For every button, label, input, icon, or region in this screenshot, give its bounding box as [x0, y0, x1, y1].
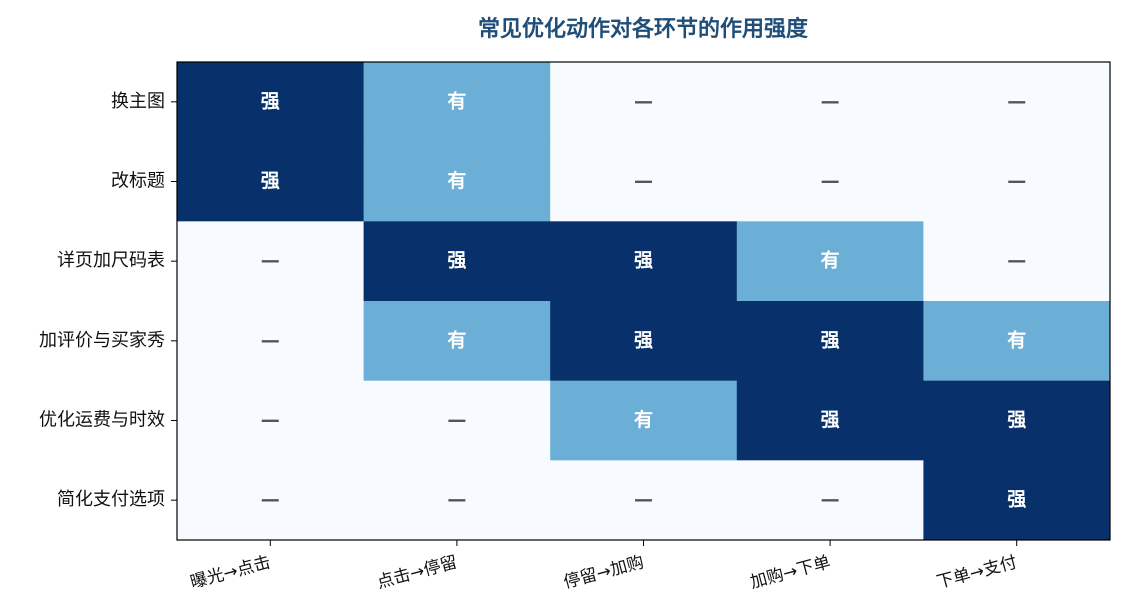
heatmap-cell: [923, 221, 1111, 302]
heatmap-cell: [177, 141, 365, 222]
cell-label: —: [821, 170, 840, 192]
cell-label: 强: [634, 329, 653, 351]
cell-label: 强: [1007, 409, 1026, 431]
cell-label: —: [821, 489, 840, 511]
cell-label: —: [447, 489, 466, 511]
heatmap-cell: [177, 380, 365, 461]
cell-label: —: [261, 489, 280, 511]
heatmap-cell: [177, 221, 365, 302]
cell-label: 强: [261, 170, 280, 192]
cell-label: 强: [1007, 489, 1026, 511]
heatmap-cell: [736, 460, 924, 541]
cell-label: 强: [821, 409, 840, 431]
cell-label: 强: [447, 250, 466, 272]
cell-label: 有: [447, 89, 466, 112]
y-tick-label: 简化支付选项: [57, 489, 165, 510]
cell-label: 有: [821, 249, 840, 272]
cell-label: 有: [1007, 328, 1026, 351]
heatmap-cell: [177, 460, 365, 541]
heatmap-cell: [363, 301, 551, 382]
cell-label: —: [634, 489, 653, 511]
cell-label: —: [261, 250, 280, 272]
heatmap-cell: [550, 301, 738, 382]
cell-label: 有: [447, 328, 466, 351]
heatmap-cell: [363, 380, 551, 461]
heatmap-cell: [923, 380, 1111, 461]
cell-label: —: [634, 170, 653, 192]
cell-label: —: [821, 90, 840, 112]
y-tick-label: 改标题: [111, 171, 165, 192]
cell-label: 强: [261, 90, 280, 112]
heatmap-cell: [736, 301, 924, 382]
cell-label: —: [447, 409, 466, 431]
x-tick-label: 曝光→点击: [188, 552, 273, 593]
heatmap-cell: [363, 460, 551, 541]
cell-label: 有: [447, 169, 466, 192]
cell-label: 有: [634, 408, 653, 431]
heatmap-cell: [923, 301, 1111, 382]
heatmap-cell: [736, 380, 924, 461]
heatmap-cell: [550, 141, 738, 222]
cell-label: —: [1007, 90, 1026, 112]
y-tick-label: 换主图: [111, 91, 165, 112]
heatmap-cell: [736, 141, 924, 222]
cell-label: 强: [634, 250, 653, 272]
heatmap-cell: [550, 221, 738, 302]
heatmap-cell: [363, 62, 551, 143]
heatmap-cell: [363, 141, 551, 222]
y-tick-label: 详页加尺码表: [57, 250, 165, 271]
y-tick-label: 加评价与买家秀: [39, 330, 165, 351]
x-tick-label: 下单→支付: [935, 552, 1020, 593]
x-tick-label: 停留→加购: [561, 552, 646, 593]
heatmap-cell: [550, 380, 738, 461]
heatmap-cell: [736, 62, 924, 143]
cell-label: —: [1007, 250, 1026, 272]
heatmap-cell: [923, 460, 1111, 541]
heatmap-cell: [736, 221, 924, 302]
heatmap-cell: [923, 62, 1111, 143]
heatmap-cell: [177, 301, 365, 382]
x-tick-label: 点击→停留: [375, 552, 460, 593]
cell-label: 强: [821, 329, 840, 351]
cell-label: —: [261, 409, 280, 431]
cell-label: —: [634, 90, 653, 112]
heatmap-cell: [550, 62, 738, 143]
chart-title: 常见优化动作对各环节的作用强度: [478, 16, 809, 42]
x-tick-label: 加购→下单: [748, 552, 833, 593]
heatmap-cell: [550, 460, 738, 541]
cell-label: —: [261, 329, 280, 351]
heatmap-cell: [177, 62, 365, 143]
y-tick-label: 优化运费与时效: [39, 410, 165, 431]
heatmap-cell: [363, 221, 551, 302]
heatmap-cell: [923, 141, 1111, 222]
cell-label: —: [1007, 170, 1026, 192]
